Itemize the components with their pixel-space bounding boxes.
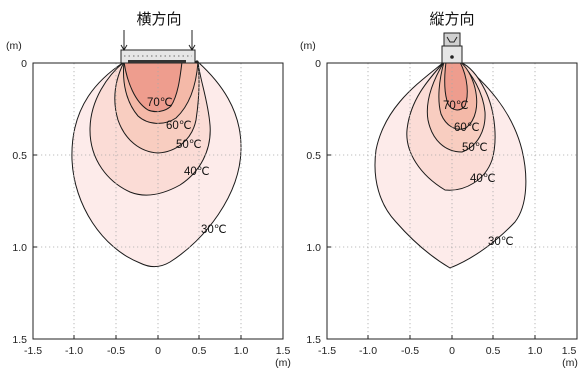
contour-label-50: 50℃ [176,139,202,151]
y-tick-label: 0 [21,58,27,70]
panel-title: 横方向 [136,10,181,28]
y-tick-label: 1.5 [12,334,27,346]
y-axis-unit: (m) [300,40,316,52]
y-tick-label: 0.5 [306,150,321,162]
x-tick-label: 0.5 [192,345,207,357]
x-tick-label: -0.5 [401,345,419,357]
x-tick-label: 0 [449,345,455,357]
grid-lines [327,63,577,339]
axis-ticks [32,154,284,339]
x-axis-unit: (m) [562,357,578,369]
axis-ticks [326,154,578,339]
x-tick-label: -1.5 [24,345,42,357]
contour-70-region [123,61,183,113]
y-tick-label: 0 [315,58,321,70]
y-tick-label: 1.5 [306,334,321,346]
contour-label-30: 30℃ [488,236,514,248]
x-tick-label: 1.5 [276,345,291,357]
x-tick-label: -1.0 [65,345,83,357]
x-axis-unit: (m) [275,357,291,369]
x-tick-label: 0 [155,345,161,357]
x-tick-label: -1.0 [359,345,377,357]
x-tick-label: -0.5 [107,345,125,357]
y-tick-label: 1.0 [12,242,27,254]
contour-label-40: 40℃ [470,173,496,185]
x-tick-label: -1.5 [318,345,336,357]
grid-lines [33,63,283,339]
x-tick-label: 1.5 [562,345,577,357]
y-axis-unit: (m) [6,40,22,52]
panel-vertical: 縦方向 [300,10,578,369]
heater-side-icon [120,30,199,64]
panel-horizontal: 横方向 [6,10,291,369]
contour-label-60: 60℃ [166,120,192,132]
x-tick-label: 0.5 [486,345,501,357]
x-tick-label: 1.0 [528,345,543,357]
x-tick-label: 1.0 [234,345,249,357]
y-tick-label: 0.5 [12,150,27,162]
heater-end-icon [441,32,463,64]
contour-label-40: 40℃ [184,166,210,178]
contour-label-30: 30℃ [201,224,227,236]
contour-label-60: 60℃ [454,122,480,134]
contour-label-50: 50℃ [462,142,488,154]
panel-title: 縦方向 [429,10,474,28]
y-tick-label: 1.0 [306,242,321,254]
contour-70-region [444,61,468,111]
contour-label-70: 70℃ [443,100,469,112]
contour-label-70: 70℃ [147,97,173,109]
